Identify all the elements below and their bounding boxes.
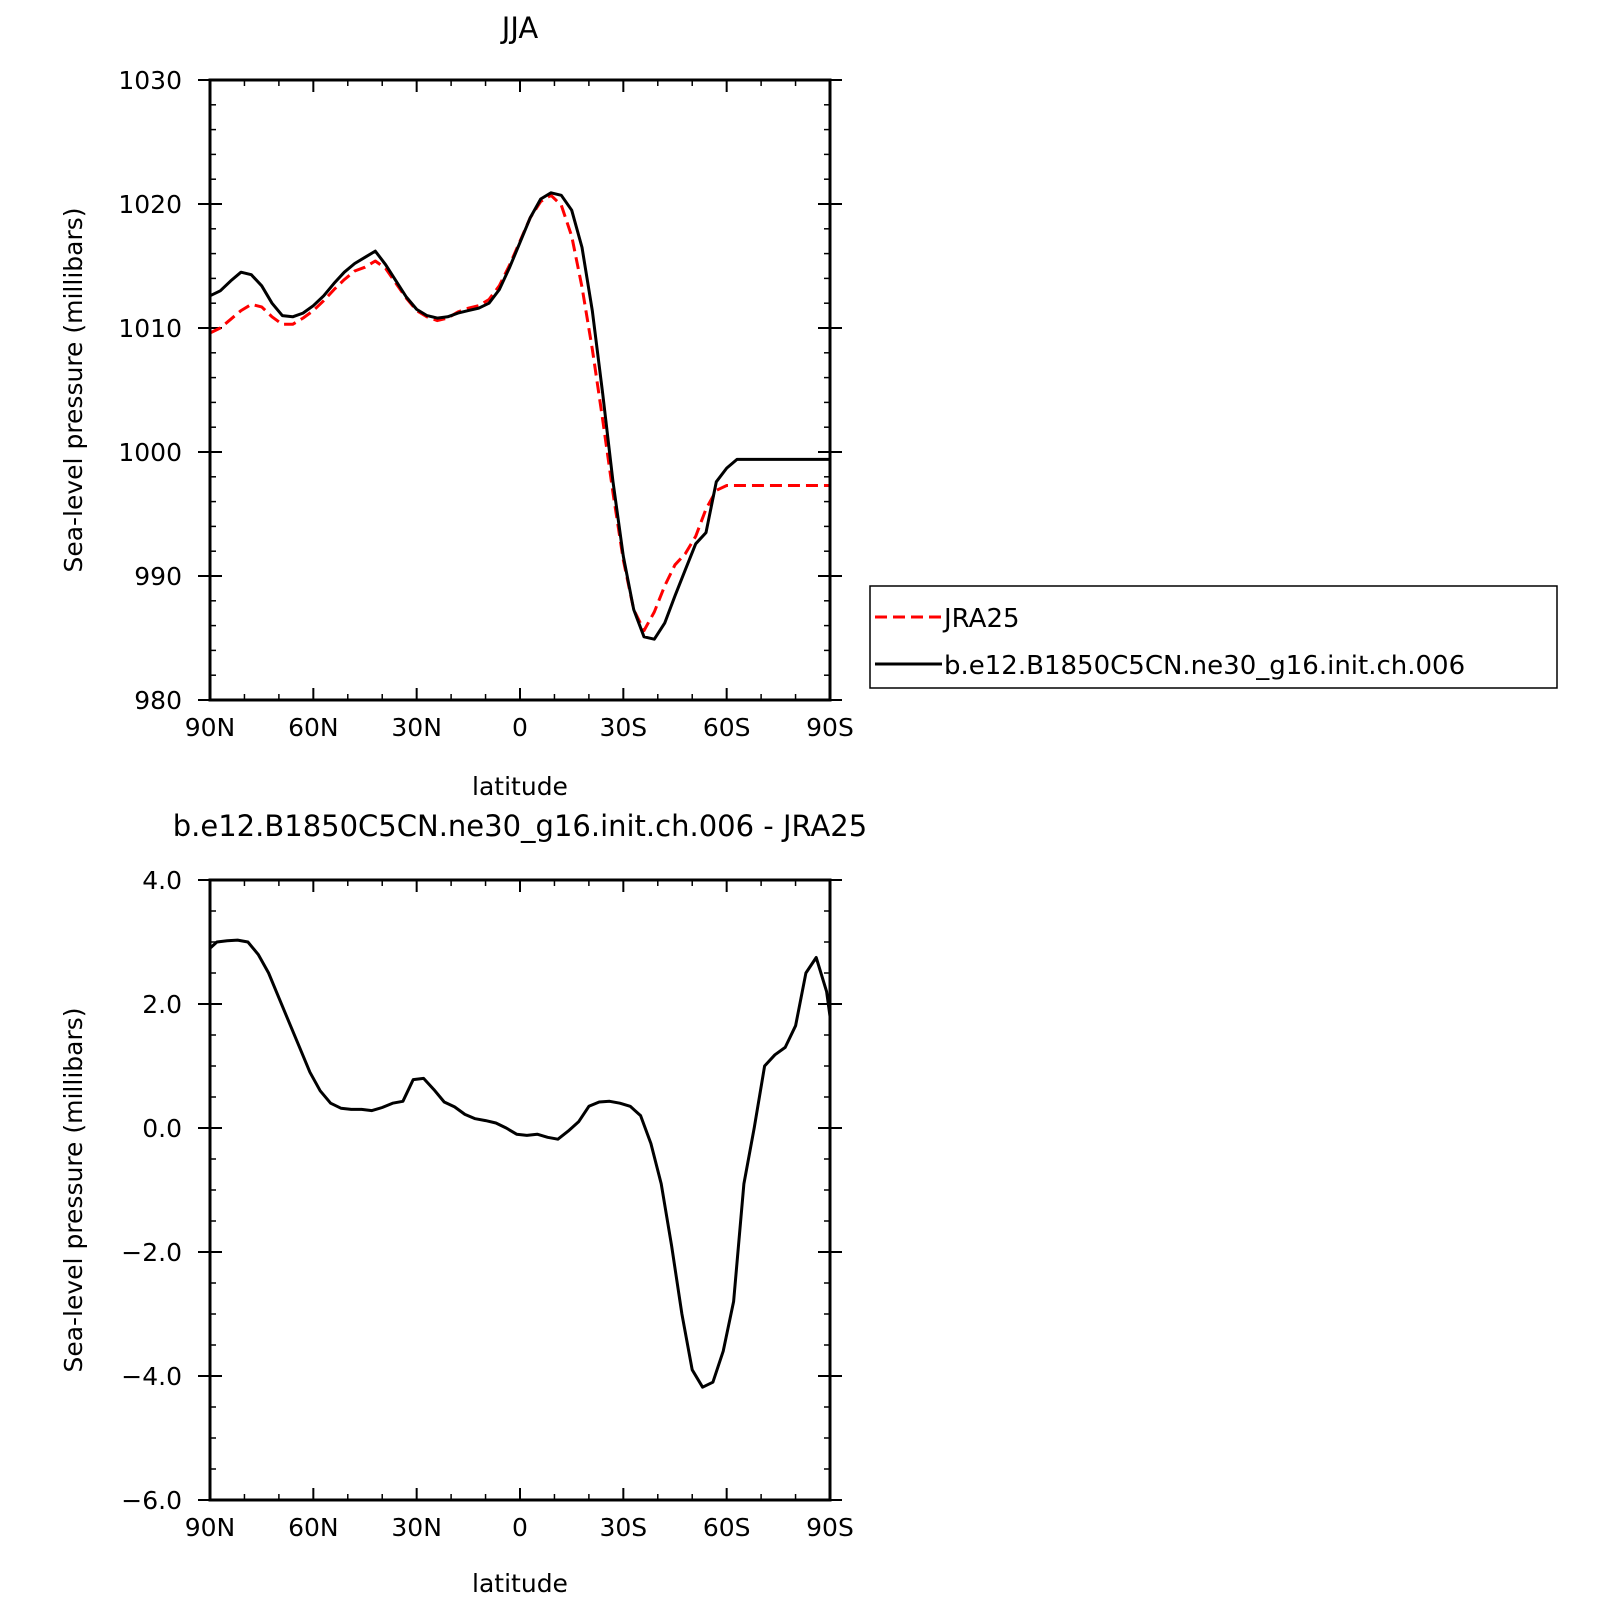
bottom-axis-ticks: 90N 60N 30N 0 30S 60S 90S −6.0 −4.0 −2.0 0.0 2.0 4.0 [121,866,854,1542]
top-y-tick-label: 1020 [118,190,182,219]
bottom-series-lines [208,938,832,1389]
top-x-tick-label: 30N [391,713,442,742]
top-y-tick-label: 1000 [118,438,182,467]
legend-box [869,585,1558,689]
top-y-tick-label: 1030 [118,66,182,95]
bottom-x-tick-label: 60N [288,1513,339,1542]
bottom-y-tick-label: −6.0 [121,1486,182,1515]
top-x-tick-label: 0 [512,713,528,742]
bottom-x-tick-label: 30N [391,1513,442,1542]
bottom-x-tick-label: 30S [599,1513,647,1542]
top-chart: JJA 90N 60N 30N 0 30S 60S 90S 980 990 1000 1010 102… [59,11,854,801]
bottom-y-axis-label: Sea-level pressure (millibars) [59,1007,88,1372]
bottom-y-tick-label: 4.0 [142,866,182,895]
bottom-y-tick-label: 0.0 [142,1114,182,1143]
bottom-chart-title: b.e12.B1850C5CN.ne30_g16.init.ch.006 - J… [173,809,867,843]
legend-label-model: b.e12.B1850C5CN.ne30_g16.init.ch.006 [944,651,1465,681]
top-x-tick-label: 90S [806,713,854,742]
top-series-lines [209,191,830,641]
top-series-line-1 [209,191,830,641]
top-y-tick-label: 990 [134,562,182,591]
top-x-tick-label: 60S [703,713,751,742]
bottom-chart: b.e12.B1850C5CN.ne30_g16.init.ch.006 - J… [59,809,867,1598]
top-y-axis-label: Sea-level pressure (millibars) [59,207,88,572]
top-y-tick-label: 980 [134,686,182,715]
bottom-series-line-0 [208,938,832,1389]
top-plot-frame [208,78,832,702]
top-series-line-0 [209,193,830,633]
top-x-tick-label: 90N [185,713,236,742]
top-x-tick-label: 30S [599,713,647,742]
top-y-tick-label: 1010 [118,314,182,343]
legend-label-jra25: JRA25 [942,604,1020,634]
top-x-axis-label: latitude [472,772,568,801]
top-chart-title: JJA [500,11,539,45]
top-x-tick-label: 60N [288,713,339,742]
bottom-x-tick-label: 90S [806,1513,854,1542]
top-axis-ticks: 90N 60N 30N 0 30S 60S 90S 980 990 1000 1010 1020 103… [118,66,853,742]
bottom-x-axis-label: latitude [472,1569,568,1598]
legend: JRA25 b.e12.B1850C5CN.ne30_g16.init.ch.0… [869,585,1558,689]
bottom-y-tick-label: 2.0 [142,990,182,1019]
bottom-y-tick-label: −2.0 [121,1238,182,1267]
bottom-x-tick-label: 60S [703,1513,751,1542]
bottom-x-tick-label: 90N [185,1513,236,1542]
bottom-plot-frame [208,878,832,1502]
bottom-y-tick-label: −4.0 [121,1362,182,1391]
bottom-x-tick-label: 0 [512,1513,528,1542]
